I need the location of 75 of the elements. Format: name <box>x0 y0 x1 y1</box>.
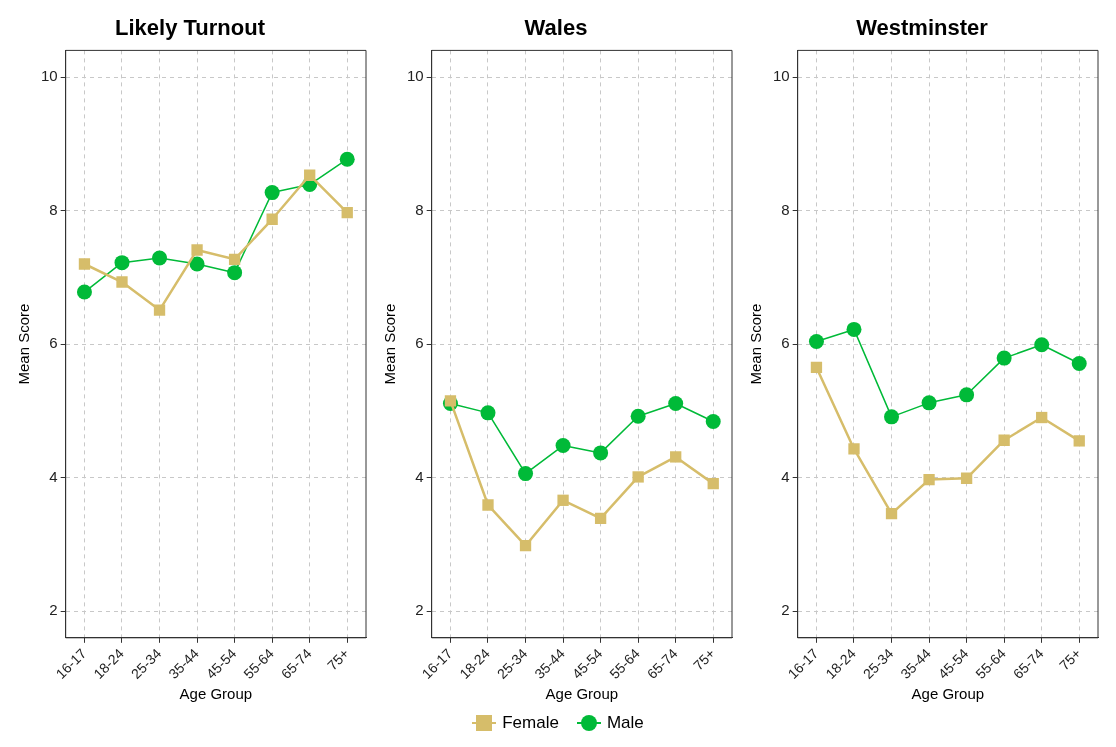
x-tick-label: 75+ <box>323 645 353 674</box>
y-tick-label: 8 <box>415 200 424 218</box>
point <box>518 466 534 482</box>
point <box>304 169 316 181</box>
y-tick-label: 6 <box>49 334 58 352</box>
point <box>960 472 973 484</box>
x-axis-title: Age Group <box>179 685 253 703</box>
point <box>846 321 862 337</box>
point <box>116 276 128 288</box>
point <box>76 284 92 300</box>
point <box>996 350 1012 366</box>
point <box>1071 355 1087 371</box>
y-tick-label: 8 <box>49 200 58 218</box>
point <box>189 256 205 272</box>
point <box>78 258 91 270</box>
y-tick-label: 6 <box>781 334 790 352</box>
point <box>341 206 353 219</box>
point <box>630 408 646 424</box>
point <box>1034 337 1050 353</box>
point <box>480 405 496 421</box>
y-tick-label: 2 <box>781 601 790 619</box>
chart-title: Likely Turnout <box>115 15 266 41</box>
point <box>707 477 719 490</box>
point <box>632 471 644 483</box>
point <box>1036 411 1048 424</box>
point <box>482 499 494 511</box>
point <box>153 304 166 316</box>
point <box>191 244 203 256</box>
x-axis-title: Age Group <box>545 685 619 703</box>
point <box>998 434 1010 446</box>
point <box>848 443 860 455</box>
legend-label: Male <box>606 713 644 733</box>
chart-title: Wales <box>524 15 588 41</box>
point <box>885 507 898 520</box>
y-axis-title: Mean Score <box>747 303 765 385</box>
point <box>921 395 937 411</box>
y-tick-label: 4 <box>415 467 424 485</box>
point <box>1073 435 1085 447</box>
point <box>594 512 607 524</box>
point <box>444 395 457 407</box>
y-tick-label: 10 <box>407 67 424 85</box>
y-axis-title: Mean Score <box>15 303 33 385</box>
y-tick-label: 2 <box>49 601 58 619</box>
point <box>593 445 609 461</box>
point <box>339 151 355 167</box>
x-tick-label: 75+ <box>1055 645 1085 674</box>
point <box>668 396 684 412</box>
point <box>670 451 682 463</box>
point <box>227 265 243 281</box>
point <box>264 185 280 201</box>
point <box>555 438 571 454</box>
point <box>884 409 900 425</box>
point <box>152 250 168 266</box>
legend-label: Female <box>502 713 559 733</box>
point <box>923 473 935 486</box>
y-axis-title: Mean Score <box>381 303 399 385</box>
y-tick-label: 2 <box>415 601 424 619</box>
chart-title: Westminster <box>856 15 989 41</box>
x-tick-label: 75+ <box>689 645 719 674</box>
point <box>808 333 824 349</box>
point <box>266 213 278 225</box>
point <box>519 540 532 552</box>
point <box>810 361 823 374</box>
point <box>959 387 975 403</box>
y-tick-label: 4 <box>49 467 58 485</box>
y-tick-label: 10 <box>41 67 58 85</box>
point <box>114 255 130 271</box>
point <box>228 253 241 265</box>
point <box>557 494 569 506</box>
point <box>705 414 721 430</box>
y-tick-label: 6 <box>415 334 424 352</box>
y-tick-label: 10 <box>773 67 790 85</box>
x-axis-title: Age Group <box>911 685 985 703</box>
y-tick-label: 8 <box>781 200 790 218</box>
y-tick-label: 4 <box>781 467 790 485</box>
